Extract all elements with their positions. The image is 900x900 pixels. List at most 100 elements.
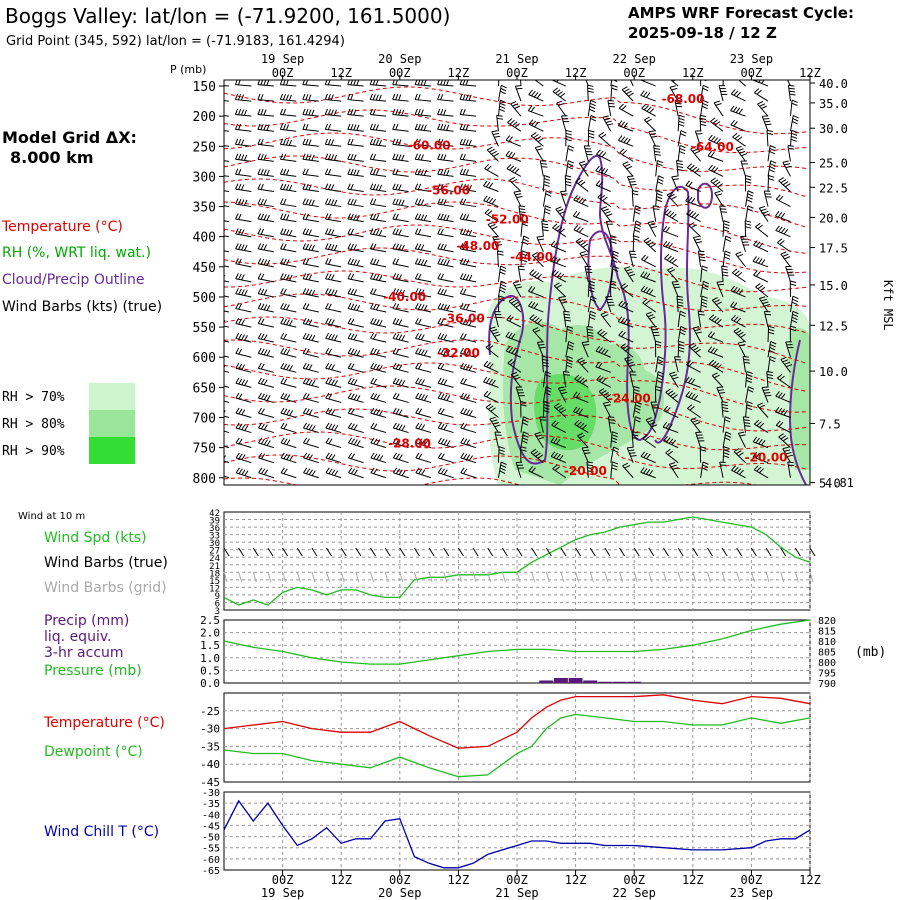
wind-barb-flag (499, 108, 505, 112)
wind-barb-flag (582, 243, 589, 248)
wind-barb-flag (216, 169, 218, 175)
wind-barb-shaft (437, 352, 454, 358)
wind-barb-flag (285, 124, 290, 131)
wind-barb-flag (392, 80, 395, 85)
wind-barb-flag (688, 377, 693, 384)
wind-barb (459, 317, 477, 328)
wind-barb-flag (460, 362, 464, 369)
wind-barb (752, 256, 769, 268)
wind-barb (507, 358, 522, 373)
wind-barb (629, 371, 637, 388)
wind-barb-flag (289, 455, 294, 461)
day-label: 23 Sep (730, 52, 773, 66)
wind-barb-flag (216, 109, 218, 115)
surface-wind-barb (633, 547, 640, 557)
wind-barb-flag (350, 363, 355, 370)
wind-barb-flag (465, 214, 470, 221)
wind-barb-flag (665, 437, 671, 443)
wind-barb-flag (506, 164, 512, 170)
wind-barb (610, 461, 619, 478)
wind-barb-flag (216, 424, 219, 429)
wind-barb-shaft (302, 84, 319, 87)
wind-barb-flag (665, 422, 670, 429)
wind-barb-flag (325, 303, 329, 309)
wind-barb-flag (369, 108, 373, 115)
wind-barb-shaft (645, 419, 657, 433)
wind-barb-shaft (782, 162, 791, 177)
wind-barb-flag (689, 405, 695, 411)
wind-speed-label: Wind Spd (kts) (44, 530, 147, 546)
wind-barb-flag (556, 439, 561, 445)
wind-barb-flag (780, 227, 786, 234)
wind-barb-flag (395, 408, 400, 415)
wind-barb (459, 288, 477, 298)
wind-barb (763, 311, 772, 328)
wind-barb-flag (328, 318, 332, 325)
wind-barb-shaft (552, 227, 567, 238)
wind-barb (414, 288, 432, 298)
wind-barb-flag (669, 269, 676, 273)
wind-barb-flag (289, 320, 293, 326)
wind-barb-flag (258, 407, 262, 414)
wind-barb-flag (553, 452, 558, 458)
wind-barb-shaft (393, 427, 409, 434)
wind-barb (722, 446, 730, 463)
wind-barb-shaft (392, 308, 409, 313)
wind-barb (662, 240, 679, 253)
wind-barb (257, 153, 274, 162)
cross-section-panel: -68.00-64.00-60.00-56.00-52.00-48.00-44.… (170, 52, 895, 491)
wind-barb-flag (283, 453, 288, 460)
wind-barb (347, 377, 364, 388)
wind-barb-flag (760, 208, 767, 212)
height-tick-label: 12.5 (819, 319, 848, 333)
wind-barb (347, 303, 364, 313)
wind-barb (600, 206, 613, 222)
wind-barb-flag (671, 439, 677, 446)
wind-barb-shaft (563, 311, 567, 328)
wind-barb-shaft (553, 406, 567, 418)
wind-barb-flag (369, 198, 374, 205)
wind-barb-flag (768, 325, 775, 329)
wind-barb (437, 213, 454, 223)
wind-barb-flag (302, 213, 306, 220)
wind-barb-flag (572, 391, 578, 397)
wind-barb (392, 93, 409, 102)
wind-barb-flag (331, 409, 336, 416)
wind-barb-flag (621, 150, 627, 155)
wind-barb-flag (787, 461, 794, 464)
wind-barb-flag (440, 243, 444, 250)
wind-barb-flag (791, 132, 798, 136)
wind-barb-flag (499, 73, 505, 75)
wind-barb-flag (556, 405, 562, 410)
surface-wind-barb (721, 547, 728, 557)
wind-barb-flag (258, 467, 263, 474)
wind-barb-flag (347, 243, 352, 250)
wind-barb-flag (279, 183, 284, 190)
wind-barb-flag (745, 178, 752, 181)
wind-barb-shaft (280, 427, 297, 434)
wind-barb (745, 386, 754, 403)
wind-barb-flag (730, 89, 736, 95)
wind-barb-flag (372, 228, 377, 235)
wind-barb (437, 138, 454, 147)
wind-barb-flag (782, 359, 789, 363)
wind-barb (711, 297, 724, 313)
panel-tick-label: 42 (209, 509, 220, 519)
wind-barb-flag (331, 379, 336, 386)
wind-barb-flag (542, 226, 549, 229)
wind-barb-flag (414, 138, 418, 145)
wind-barb (279, 168, 297, 177)
wind-barb-flag (759, 404, 765, 409)
wind-barb-shaft (415, 278, 432, 283)
wind-barb-shaft (539, 416, 544, 433)
wind-barb-flag (707, 346, 713, 352)
wind-barb-flag (576, 421, 582, 427)
wind-barb-flag (693, 235, 700, 238)
wind-barb (437, 407, 454, 418)
wind-barb-shaft (325, 158, 342, 162)
wind-barb-shaft (755, 226, 769, 238)
wind-barb-shaft (258, 263, 274, 268)
wind-barb-flag (645, 92, 651, 98)
wind-barb-flag (602, 208, 609, 212)
wind-barb-shaft (780, 359, 791, 373)
